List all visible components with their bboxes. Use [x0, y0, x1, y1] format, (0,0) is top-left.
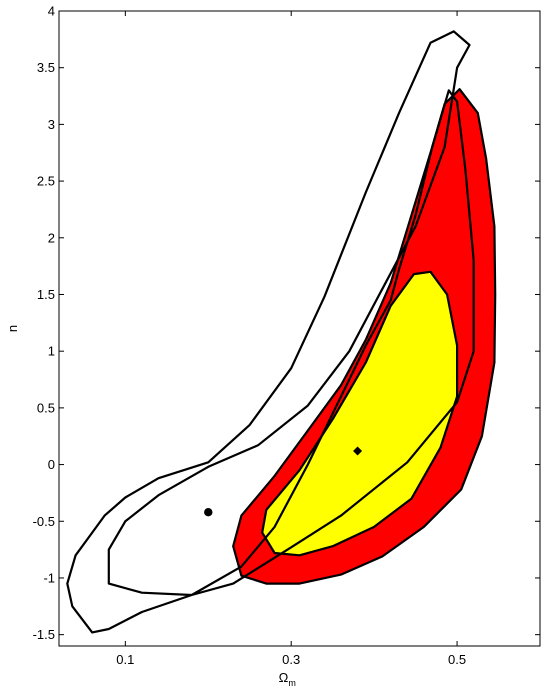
y-tick-label: 4	[48, 4, 55, 19]
y-axis-label: n	[5, 325, 20, 332]
y-tick-label: 0	[48, 457, 55, 472]
filled-contours	[232, 88, 497, 585]
best-fit-diamond-marker	[353, 446, 363, 456]
y-tick-label: 2	[48, 230, 55, 245]
x-axis-label-main: Ω	[279, 670, 289, 685]
y-tick-label: 2.5	[37, 174, 55, 189]
y-tick-label: 3	[48, 117, 55, 132]
x-axis-label-subscript: m	[288, 678, 296, 688]
axes: 0.1 0.3 0.5 -1.5 -1 -0.5 0 0.5 1 1.5 2 2.5 3 3.5 4	[33, 4, 540, 667]
y-tick-label: -1.5	[33, 627, 55, 642]
contour-lines	[66, 30, 475, 634]
y-tick-label: 1	[48, 344, 55, 359]
y-tick-label: -1	[43, 570, 55, 585]
x-tick-label: 0.1	[116, 652, 134, 667]
markers	[204, 446, 363, 517]
x-axis-label: Ωm	[279, 670, 296, 688]
contour-yellow	[261, 270, 459, 557]
best-fit-circle-marker	[204, 507, 213, 517]
y-tick-label: 1.5	[37, 287, 55, 302]
plot-frame	[58, 10, 541, 647]
x-tick-label: 0.5	[448, 652, 466, 667]
y-tick-label: 3.5	[37, 60, 55, 75]
x-tick-label: 0.3	[282, 652, 300, 667]
outline-outer	[66, 30, 475, 634]
y-tick-label: -0.5	[33, 514, 55, 529]
y-tick-label: 0.5	[37, 400, 55, 415]
